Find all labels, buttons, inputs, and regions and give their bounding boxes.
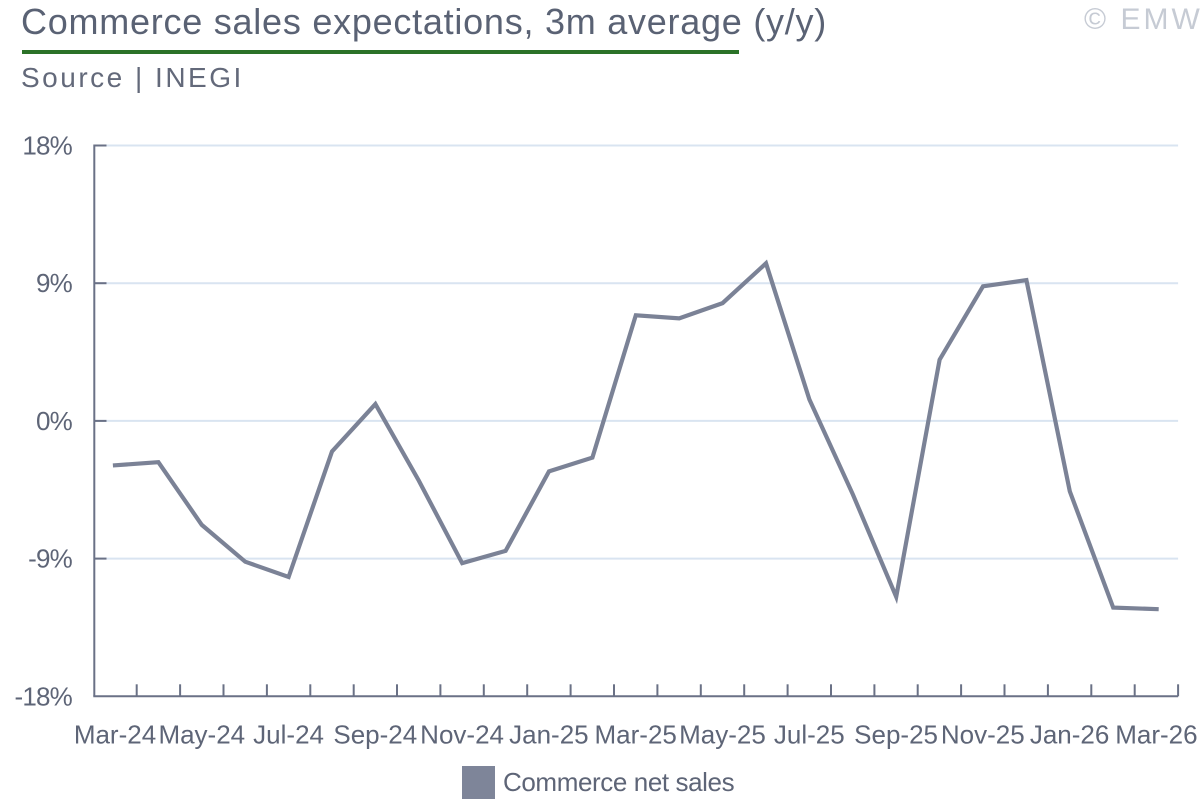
svg-text:Jul-25: Jul-25	[774, 720, 845, 750]
svg-text:Sep-24: Sep-24	[333, 720, 417, 750]
svg-text:9%: 9%	[36, 268, 73, 298]
svg-text:Jul-24: Jul-24	[253, 720, 324, 750]
svg-text:Sep-25: Sep-25	[854, 720, 938, 750]
svg-text:May-25: May-25	[679, 720, 766, 750]
svg-text:May-24: May-24	[158, 720, 245, 750]
svg-text:Mar-26: Mar-26	[1115, 720, 1197, 750]
svg-text:-9%: -9%	[28, 544, 73, 574]
svg-text:Jan-25: Jan-25	[509, 720, 589, 750]
svg-text:-18%: -18%	[15, 681, 73, 711]
svg-text:18%: 18%	[22, 131, 72, 161]
svg-text:Nov-24: Nov-24	[420, 720, 504, 750]
svg-text:Mar-25: Mar-25	[595, 720, 677, 750]
svg-text:0%: 0%	[36, 406, 73, 436]
svg-text:Jan-26: Jan-26	[1030, 720, 1110, 750]
svg-text:Nov-25: Nov-25	[941, 720, 1025, 750]
svg-text:Mar-24: Mar-24	[74, 720, 156, 750]
